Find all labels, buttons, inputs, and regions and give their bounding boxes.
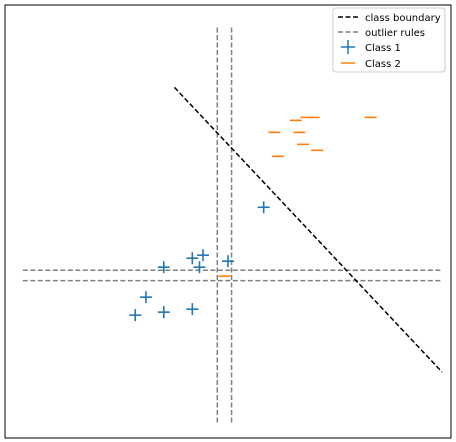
plot-area — [4, 4, 452, 439]
class-boundary-line — [173, 86, 443, 373]
class-1-point-1 — [257, 201, 270, 214]
points-layer — [129, 116, 377, 322]
class-boundary-layer — [173, 86, 443, 373]
class-1-point-6 — [157, 261, 170, 274]
legend-label-class-boundary: class boundary — [365, 13, 441, 24]
legend-label-class-1: Class 1 — [365, 43, 401, 54]
class-1-point-2 — [222, 255, 234, 268]
class-1-point-5 — [186, 252, 199, 265]
legend-label-outlier-rules: outlier rules — [365, 28, 425, 39]
class-1-point-8 — [129, 309, 142, 322]
class-1-point-4 — [193, 261, 206, 274]
legend-swatch-class-1 — [341, 40, 355, 54]
class-1-point-9 — [157, 306, 170, 319]
legend-label-class-2: Class 2 — [365, 59, 401, 70]
legend-box — [332, 7, 446, 73]
legend: class boundary outlier rules Class 1 Cla… — [332, 7, 446, 73]
axes-frame — [4, 4, 452, 439]
class-1-point-3 — [197, 249, 210, 262]
class-1-point-7 — [139, 291, 152, 304]
class-1-point-10 — [186, 303, 199, 316]
outlier-rules-layer — [22, 27, 443, 424]
